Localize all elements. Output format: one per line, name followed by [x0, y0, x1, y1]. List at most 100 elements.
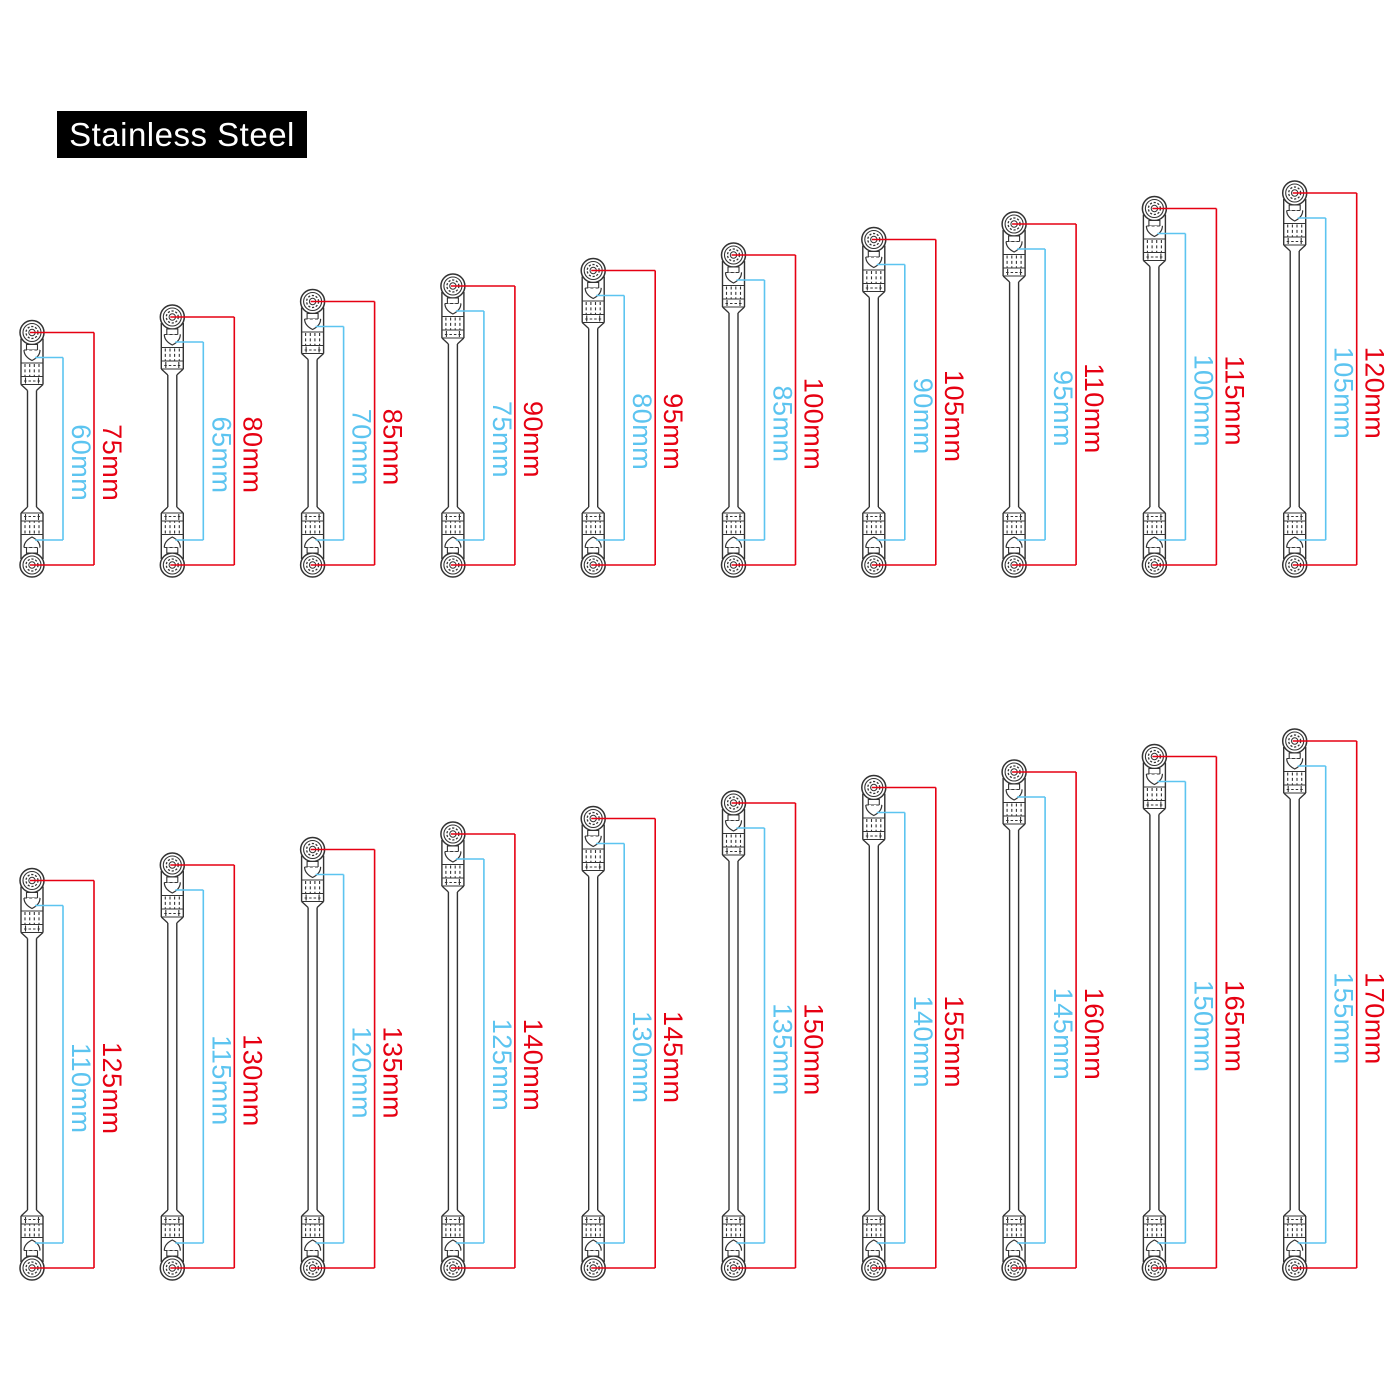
rod-140mm: 125mm 140mm	[440, 821, 548, 1281]
rod-end-top	[1141, 743, 1168, 815]
rod-end-top	[580, 257, 606, 329]
rod-end-bottom	[720, 506, 747, 578]
rod-end-top	[1001, 759, 1027, 831]
rod-end-top	[159, 852, 186, 924]
rod-end-top	[720, 790, 747, 862]
rod-end-bottom	[580, 1209, 606, 1281]
inner-length-label: 120mm	[347, 1026, 377, 1119]
rod-end-top	[720, 242, 747, 314]
inner-length-label: 140mm	[908, 995, 938, 1088]
inner-length-label: 110mm	[66, 1043, 96, 1134]
rod-end-top	[1281, 180, 1308, 252]
inner-length-label: 115mm	[206, 1035, 236, 1126]
overall-length-label: 120mm	[1360, 347, 1390, 440]
overall-length-label: 75mm	[97, 424, 127, 501]
rod-end-bottom	[19, 1209, 45, 1281]
overall-length-label: 170mm	[1360, 972, 1390, 1065]
overall-length-label: 105mm	[939, 370, 969, 463]
rod-end-bottom	[1001, 506, 1027, 578]
rod-120mm: 105mm 120mm	[1281, 180, 1390, 578]
overall-length-label: 110mm	[1079, 363, 1109, 454]
rod-end-top	[440, 821, 466, 893]
rod-170mm: 155mm 170mm	[1281, 728, 1390, 1281]
inner-length-label: 155mm	[1329, 972, 1359, 1065]
overall-length-label: 85mm	[378, 409, 408, 486]
inner-length-label: 90mm	[908, 378, 938, 455]
rod-end-bottom	[440, 1209, 466, 1281]
rod-end-bottom	[159, 1209, 186, 1281]
rod-130mm: 115mm 130mm	[159, 852, 267, 1281]
overall-length-label: 165mm	[1219, 980, 1249, 1073]
overall-length-label: 135mm	[378, 1026, 408, 1119]
rod-end-bottom	[440, 506, 466, 578]
rod-end-bottom	[299, 506, 326, 578]
rod-end-bottom	[159, 506, 186, 578]
rod-135mm: 120mm 135mm	[299, 836, 408, 1281]
rod-end-bottom	[1141, 506, 1168, 578]
rod-155mm: 140mm 155mm	[861, 774, 969, 1281]
material-badge-label: Stainless Steel	[69, 115, 295, 153]
rod-end-bottom	[861, 506, 887, 578]
overall-length-label: 90mm	[518, 401, 548, 478]
rod-110mm: 95mm 110mm	[1001, 211, 1109, 578]
overall-length-label: 150mm	[799, 1003, 829, 1096]
rod-end-top	[861, 774, 887, 846]
overall-length-label: 80mm	[237, 416, 267, 493]
rod-80mm: 65mm 80mm	[159, 304, 267, 578]
inner-length-label: 105mm	[1329, 347, 1359, 440]
overall-length-label: 95mm	[658, 393, 688, 470]
rod-end-top	[19, 319, 45, 391]
rod-end-top	[1141, 195, 1168, 267]
rod-end-top	[299, 836, 326, 908]
rod-end-top	[1281, 728, 1308, 800]
rod-100mm: 85mm 100mm	[720, 242, 829, 578]
rod-end-bottom	[1001, 1209, 1027, 1281]
inner-length-label: 135mm	[768, 1003, 798, 1096]
rod-end-top	[440, 273, 466, 345]
rod-end-bottom	[861, 1209, 887, 1281]
rod-end-bottom	[580, 506, 606, 578]
overall-length-label: 115mm	[1219, 355, 1249, 446]
inner-length-label: 130mm	[627, 1011, 657, 1104]
overall-length-label: 130mm	[237, 1034, 267, 1127]
rod-end-top	[580, 805, 606, 877]
overall-length-label: 140mm	[518, 1019, 548, 1112]
inner-length-label: 150mm	[1188, 980, 1218, 1073]
rod-95mm: 80mm 95mm	[580, 257, 688, 578]
rod-150mm: 135mm 150mm	[720, 790, 829, 1281]
material-badge: Stainless Steel	[57, 111, 307, 158]
overall-length-label: 155mm	[939, 995, 969, 1088]
rod-end-top	[1001, 211, 1027, 283]
rod-end-bottom	[1141, 1209, 1168, 1281]
rod-90mm: 75mm 90mm	[440, 273, 548, 578]
rod-end-bottom	[1281, 1209, 1308, 1281]
rod-end-bottom	[19, 506, 45, 578]
inner-length-label: 125mm	[487, 1019, 517, 1112]
overall-length-label: 160mm	[1079, 988, 1109, 1081]
overall-length-label: 100mm	[799, 378, 829, 471]
inner-length-label: 70mm	[347, 409, 377, 486]
inner-length-label: 65mm	[206, 416, 236, 493]
inner-length-label: 100mm	[1188, 354, 1218, 447]
rod-end-bottom	[1281, 506, 1308, 578]
rod-end-top	[861, 226, 887, 298]
rod-end-top	[299, 288, 326, 360]
inner-length-label: 75mm	[487, 401, 517, 478]
rod-end-top	[19, 867, 45, 939]
rod-145mm: 130mm 145mm	[580, 805, 688, 1281]
rod-160mm: 145mm 160mm	[1001, 759, 1109, 1281]
rod-end-bottom	[720, 1209, 747, 1281]
inner-length-label: 80mm	[627, 393, 657, 470]
rod-105mm: 90mm 105mm	[861, 226, 969, 578]
overall-length-label: 125mm	[97, 1042, 127, 1135]
rod-165mm: 150mm 165mm	[1141, 743, 1249, 1281]
rod-115mm: 100mm 115mm	[1141, 195, 1249, 578]
rod-125mm: 110mm 125mm	[19, 867, 127, 1281]
rod-75mm: 60mm 75mm	[19, 319, 127, 578]
inner-length-label: 85mm	[768, 385, 798, 462]
overall-length-label: 145mm	[658, 1011, 688, 1104]
inner-length-label: 60mm	[66, 424, 96, 501]
rod-end-top	[159, 304, 186, 376]
